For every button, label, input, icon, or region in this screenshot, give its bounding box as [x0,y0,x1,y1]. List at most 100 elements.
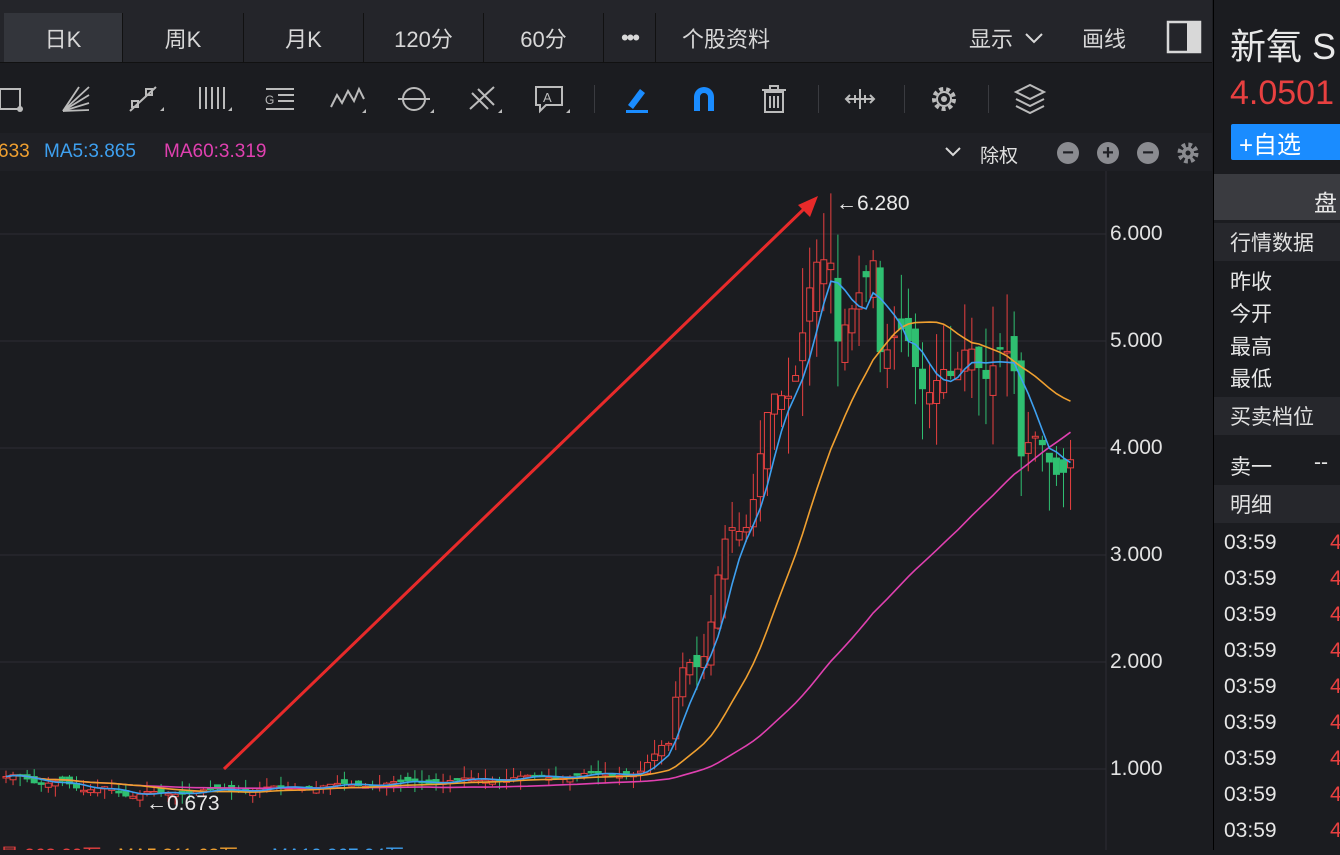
tab-market[interactable]: 盘 [1214,174,1340,220]
svg-text:G: G [265,93,274,107]
trade-time: 03:59 [1224,531,1277,554]
fibonacci-tool-icon[interactable] [464,79,504,119]
cycle-tool-icon[interactable] [396,79,436,119]
candle-body [1067,459,1075,469]
candle-body [453,778,461,781]
candle-body [728,527,736,531]
candle-body [862,271,870,278]
highlight-pen-icon[interactable] [616,79,656,119]
zoom-in-icon[interactable]: + [1097,142,1119,164]
display-dropdown[interactable]: 显示 [969,13,1045,62]
candle-body [968,348,976,371]
candle-body [947,370,955,377]
candle-body [1031,435,1039,439]
chevron-down-icon [1025,32,1043,43]
y-tick-label: 3.000 [1110,543,1163,566]
wave-tool-icon[interactable] [328,79,368,119]
kline-chart[interactable]: 6.000 5.000 4.000 3.000 2.000 1.000 ←6.2… [0,171,1212,850]
trade-row: 03:59 4. [1224,747,1340,771]
ma-mid-value: 633 [0,141,30,162]
candle-body [926,392,934,405]
panel-toggle-icon[interactable] [1166,20,1202,54]
trend-arrow-line [222,205,808,771]
candle-body [658,744,666,757]
candle-body [996,347,1004,350]
candle-body [841,324,849,363]
candle-body [587,770,595,774]
trade-row: 03:59 4. [1224,567,1340,591]
trade-detail-header: 明细 [1214,485,1340,523]
candle-body [1017,360,1025,457]
y-tick-label: 6.000 [1110,222,1163,245]
settings-gear-icon[interactable] [924,79,964,119]
fan-tool-icon[interactable] [56,79,96,119]
ma5-value: MA5:3.865 [44,141,136,162]
volume-indicator-line: 量:263.29万 MA5:311.63万 MA10:267.04万 [0,838,1212,850]
candle-body [919,368,926,390]
ma5-line [5,280,1071,796]
add-watchlist-button[interactable]: +自选 [1231,124,1340,160]
minimize-icon[interactable]: − [1137,142,1159,164]
rectangle-tool-icon[interactable] [0,79,32,119]
stock-price: 4.0501 [1230,74,1334,112]
candle-body [637,770,644,774]
toolbar-divider [594,85,595,113]
volume-ma5: MA5:311.63万 [118,841,238,850]
candle-body [686,662,694,676]
candle-body [1024,442,1032,454]
candle-body [397,779,405,783]
candle-body [9,774,17,781]
adjust-mode-button[interactable]: 除权 [980,146,1019,167]
candle-body [594,771,602,774]
candle-body [143,790,151,794]
low-label: 最低 [1230,368,1272,391]
candle-body [707,621,715,666]
trade-time: 03:59 [1224,747,1277,770]
period-tab-bar: 日K 周K 月K 120分 60分 ••• 个股资料 显示 画线 [0,0,1212,63]
trash-icon[interactable] [754,79,794,119]
gann-tool-icon[interactable]: G [260,79,300,119]
draw-line-button[interactable]: 画线 [1082,26,1127,52]
layers-icon[interactable] [1010,79,1050,119]
candle-body [897,318,905,330]
candle-body [792,375,800,382]
tab-monthly-k[interactable]: 月K [244,13,364,62]
candle-body [855,292,863,310]
candlestick-chart-svg[interactable] [0,171,1212,850]
tab-weekly-k[interactable]: 周K [123,13,244,62]
tab-stock-info[interactable]: 个股资料 [681,26,770,52]
candle-body [721,538,729,580]
trade-price: 4. [1330,675,1340,699]
candle-body [869,260,877,298]
magnet-icon[interactable] [684,79,724,119]
zoom-out-icon[interactable]: − [1057,142,1079,164]
candle-body [749,499,757,528]
toolbar-divider [818,85,819,113]
candle-body [742,526,750,533]
candle-body [1052,457,1060,475]
move-horizontal-icon[interactable] [840,79,880,119]
drawing-toolbar: G A [0,63,1212,134]
text-annotation-tool-icon[interactable]: A [532,79,572,119]
prev-close-label: 昨收 [1230,271,1272,294]
parallel-lines-tool-icon[interactable] [194,79,234,119]
candle-body [1010,336,1018,372]
candle-body [644,762,652,774]
ma60-line [5,431,1071,790]
tab-daily-k[interactable]: 日K [4,13,123,62]
trade-time: 03:59 [1224,639,1277,662]
candle-body [989,365,997,396]
candle-body [933,380,941,405]
toolbar-divider [988,85,989,113]
sell1-label: 卖一 [1230,456,1272,479]
more-tabs-button[interactable]: ••• [604,13,656,62]
trade-price: 4. [1330,747,1340,771]
tab-120min[interactable]: 120分 [364,13,484,62]
chart-settings-gear-icon[interactable] [1176,141,1200,165]
candle-body [672,696,680,740]
trend-line-tool-icon[interactable] [126,79,166,119]
chevron-down-icon[interactable] [944,146,962,158]
candle-body [150,791,158,794]
stock-quote-panel: 新氧 S 4.0501 +自选 盘 行情数据 昨收 今开 最高 最低 买卖档位 … [1213,0,1340,850]
tab-60min[interactable]: 60分 [484,13,604,62]
